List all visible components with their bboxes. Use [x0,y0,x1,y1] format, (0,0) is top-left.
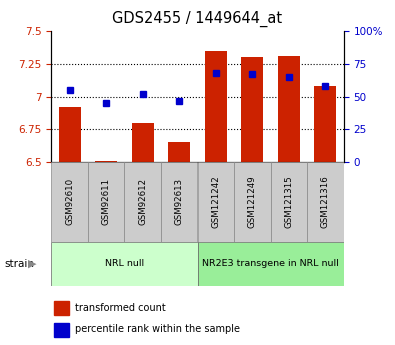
Bar [51,162,88,241]
Bar [161,162,198,241]
Bar [234,162,271,241]
Text: transformed count: transformed count [75,303,166,313]
Text: GSM92611: GSM92611 [102,178,111,225]
Text: NR2E3 transgene in NRL null: NR2E3 transgene in NRL null [202,259,339,268]
Bar [51,241,198,286]
Bar [271,162,307,241]
Text: GSM121242: GSM121242 [211,176,220,228]
Bar [132,123,154,162]
Bar [95,161,117,162]
Text: GSM92610: GSM92610 [65,178,74,225]
Bar [88,162,124,241]
Bar [124,162,161,241]
Bar [278,56,300,162]
Text: GSM121249: GSM121249 [248,176,257,228]
Text: GSM92612: GSM92612 [138,178,147,225]
Text: strain: strain [4,259,34,269]
Text: GSM92613: GSM92613 [175,178,184,225]
Bar [54,302,69,315]
Bar [54,323,69,337]
Bar [59,107,81,162]
Bar [307,162,344,241]
Text: percentile rank within the sample: percentile rank within the sample [75,324,240,334]
Text: GSM121315: GSM121315 [284,176,293,228]
Text: ▶: ▶ [28,259,37,269]
Text: NRL null: NRL null [105,259,144,268]
Bar [168,142,190,162]
Bar [205,51,227,162]
Text: GDS2455 / 1449644_at: GDS2455 / 1449644_at [113,10,282,27]
Bar [241,57,263,162]
Bar [314,86,336,162]
Bar [198,241,344,286]
Text: GSM121316: GSM121316 [321,176,330,228]
Bar [198,162,234,241]
